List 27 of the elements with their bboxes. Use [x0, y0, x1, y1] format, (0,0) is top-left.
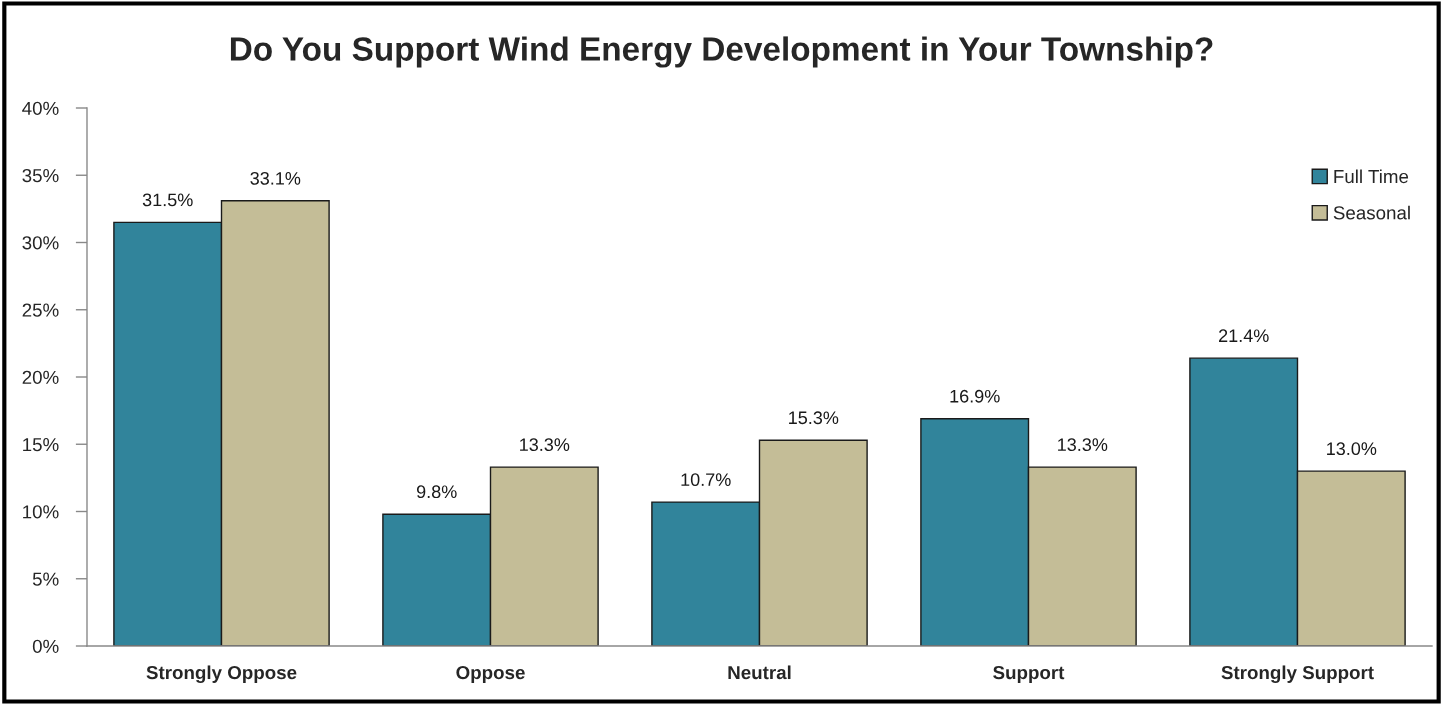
y-tick-label: 15%: [23, 438, 59, 452]
legend-label: Full Time: [1334, 169, 1409, 184]
legend-label: Seasonal: [1333, 205, 1410, 220]
x-tick-label: Neutral: [728, 665, 791, 680]
y-tick-label: 35%: [22, 168, 59, 183]
data-label: 10.7%: [681, 473, 731, 487]
y-tick-label: 0%: [32, 639, 59, 653]
data-label: 21.4%: [1219, 329, 1269, 343]
y-tick-label: 10%: [23, 505, 59, 519]
data-label: 13.3%: [520, 438, 570, 452]
data-label: 15.3%: [789, 411, 839, 425]
y-tick-label: 20%: [22, 370, 59, 384]
x-tick-label: Strongly Oppose: [146, 665, 297, 684]
data-label: 31.5%: [142, 193, 193, 207]
y-tick-label: 25%: [22, 303, 59, 317]
x-tick-label: Strongly Support: [1221, 665, 1374, 684]
y-tick-label: 30%: [22, 236, 59, 250]
x-tick-label: Oppose: [456, 665, 525, 683]
chart-title: Do You Support Wind Energy Development in Your Township?: [230, 36, 1213, 68]
data-label: 16.9%: [950, 389, 1000, 403]
x-tick-label: Support: [993, 665, 1065, 683]
data-label: 13.3%: [1058, 438, 1108, 452]
data-label: 13.0%: [1327, 442, 1377, 456]
data-label: 33.1%: [250, 171, 301, 185]
y-tick-label: 40%: [22, 101, 59, 115]
data-label: 9.8%: [416, 485, 457, 499]
y-tick-label: 5%: [32, 572, 59, 586]
